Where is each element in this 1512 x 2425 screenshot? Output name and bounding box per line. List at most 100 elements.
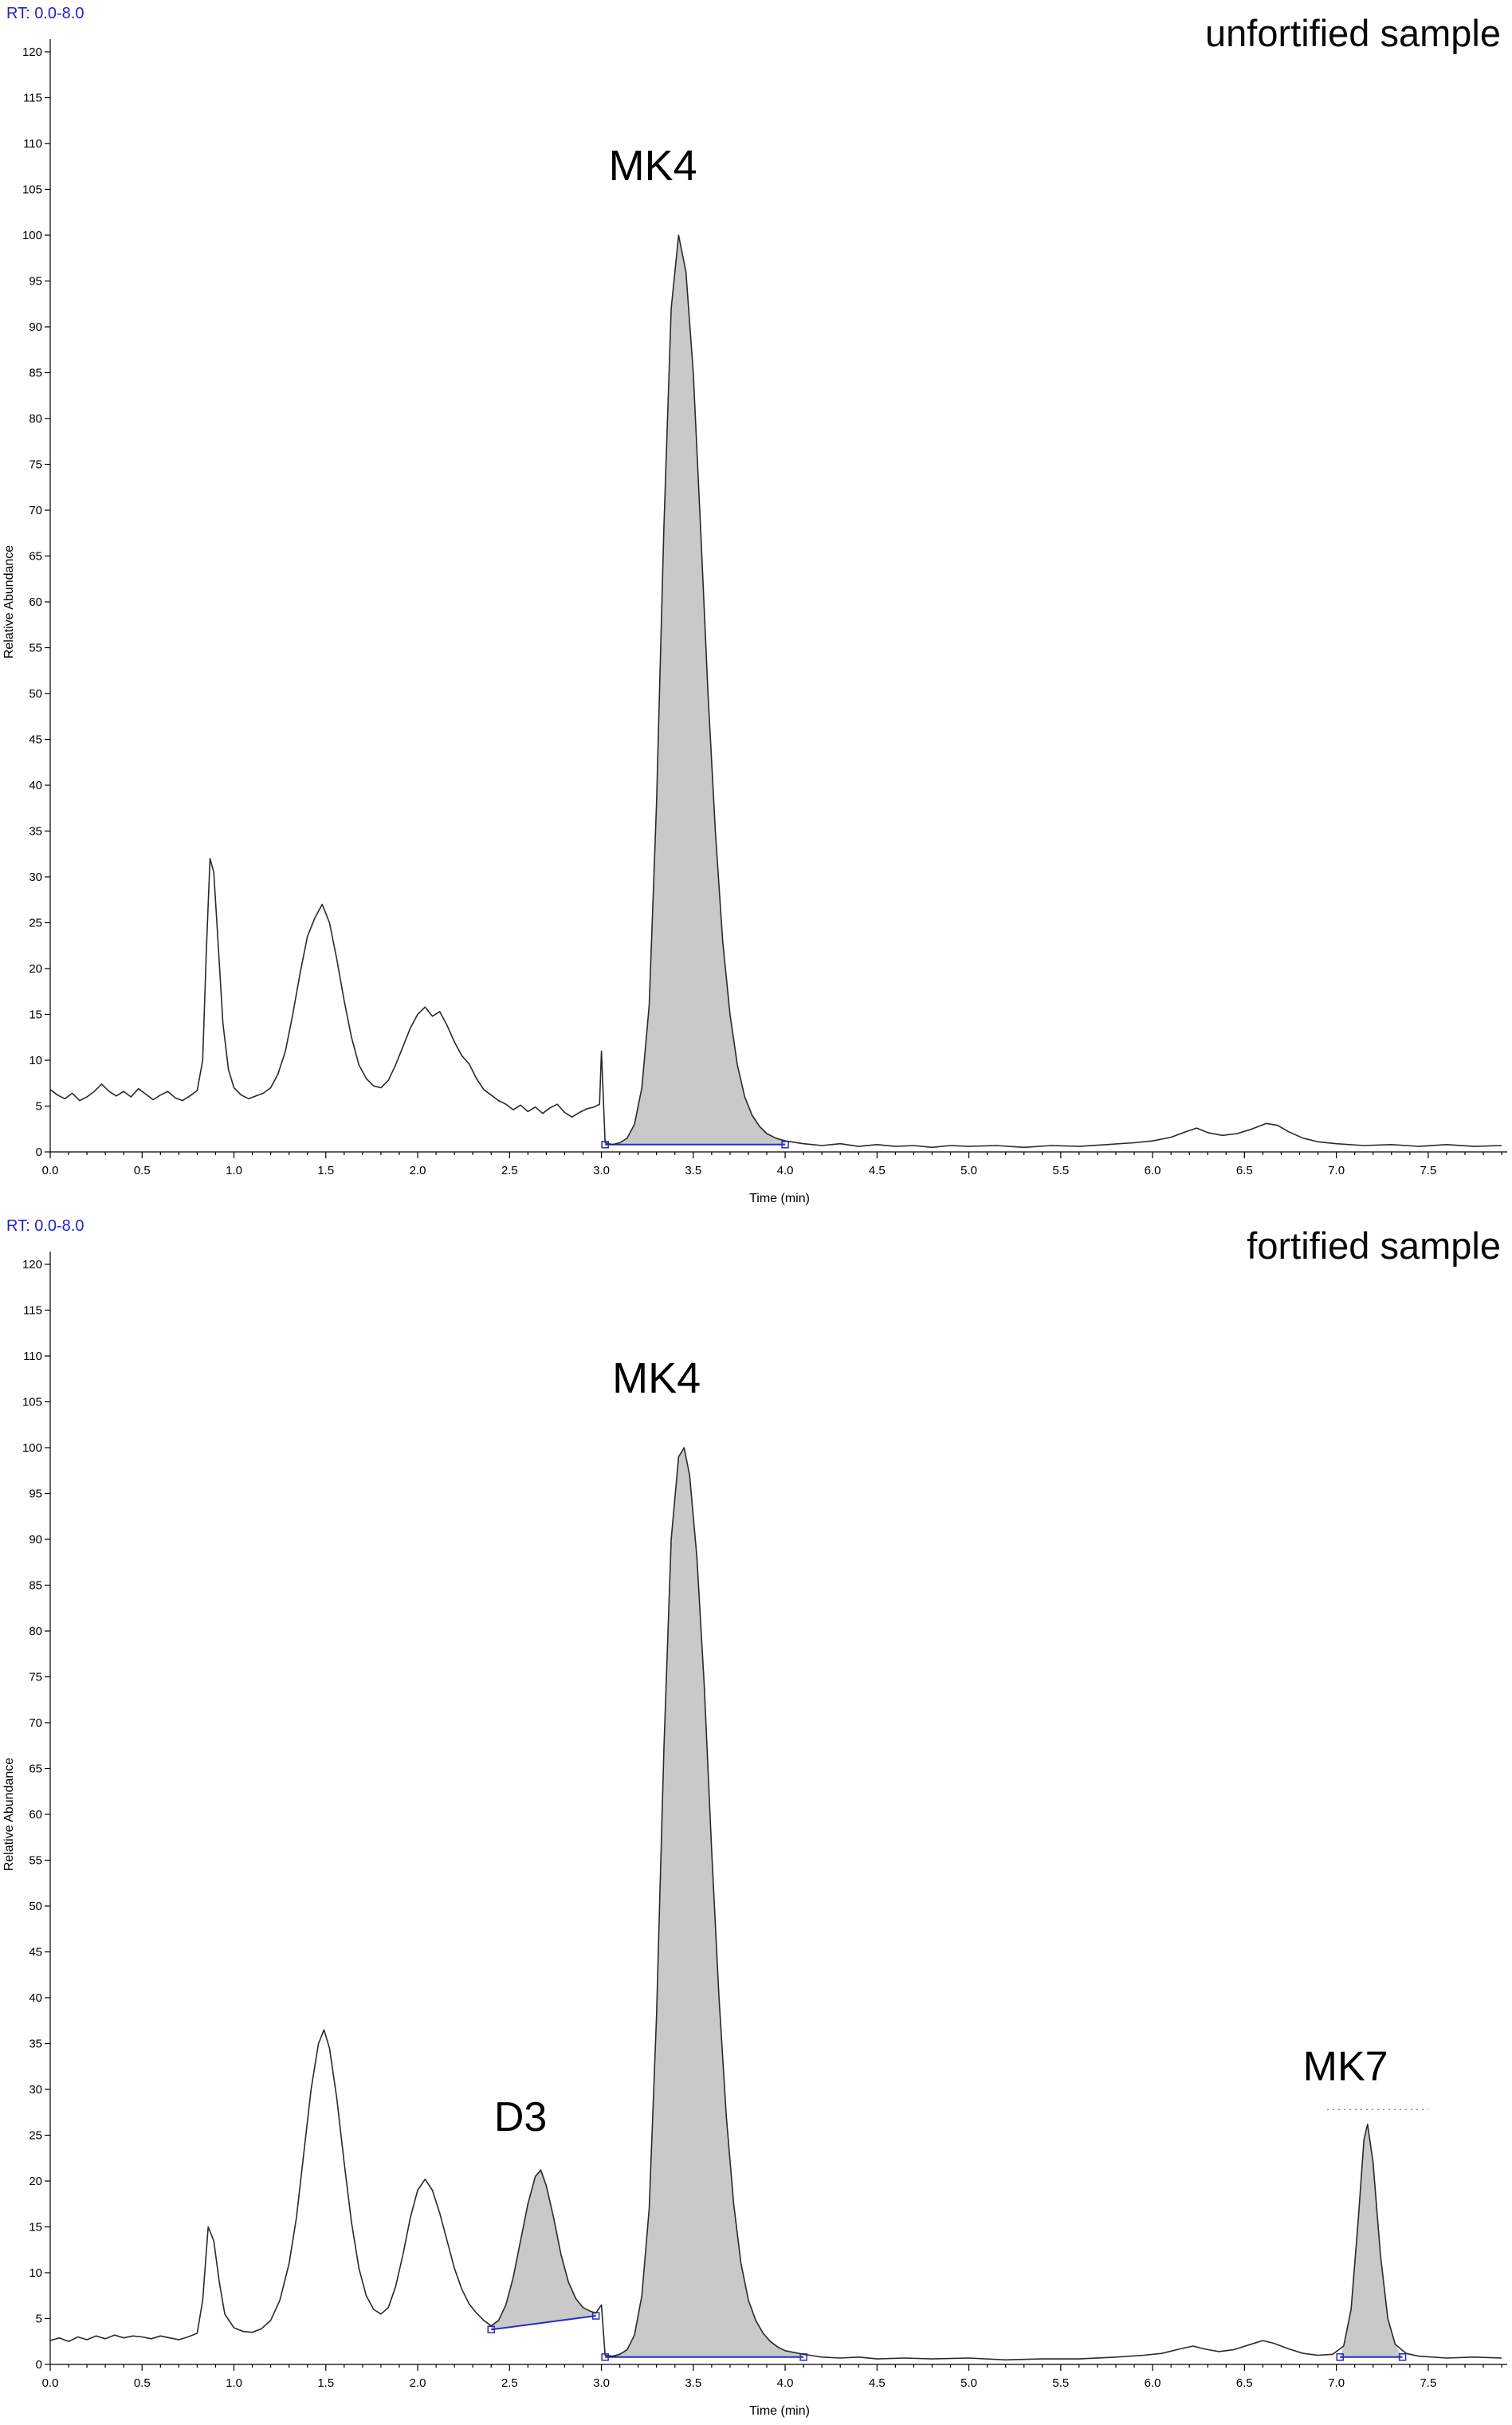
svg-text:95: 95 [29,1488,42,1501]
svg-text:85: 85 [29,1579,42,1593]
svg-text:105: 105 [22,183,42,197]
svg-text:25: 25 [29,917,42,930]
svg-text:2.5: 2.5 [501,1164,518,1177]
svg-text:120: 120 [22,45,42,59]
svg-text:0.5: 0.5 [134,1164,151,1177]
svg-text:1.5: 1.5 [317,2376,334,2390]
svg-text:55: 55 [29,642,42,655]
svg-text:0.5: 0.5 [134,2376,151,2390]
svg-text:25: 25 [29,2129,42,2143]
shaded-peaks [491,1448,1403,2357]
svg-text:20: 20 [29,2175,42,2188]
axes [49,39,1507,1153]
svg-text:65: 65 [29,550,42,564]
svg-text:4.0: 4.0 [777,2376,794,2390]
svg-text:5.5: 5.5 [1052,2376,1069,2390]
svg-text:110: 110 [23,1350,42,1363]
svg-text:115: 115 [23,1304,42,1318]
svg-text:30: 30 [29,871,42,884]
svg-text:7.0: 7.0 [1328,2376,1345,2390]
svg-text:10: 10 [29,1054,42,1067]
sample-title: unfortified sample [1205,12,1501,54]
svg-text:6.5: 6.5 [1236,2376,1253,2390]
svg-text:35: 35 [29,825,42,839]
integration-marker [1398,2353,1407,2361]
svg-text:75: 75 [29,1671,42,1684]
svg-text:40: 40 [29,779,42,792]
chromatogram-plot-unfortified: 0 5 10 15 20 25 30 35 40 45 50 55 60 65 70 75 80 85 90 95 10… [22,39,1507,1177]
x-axis-title: Time (min) [749,1192,810,1205]
svg-text:4.0: 4.0 [777,1164,794,1177]
tick-labels: 0 5 10 15 20 25 30 35 40 45 50 55 60 65 70 75 80 85 90 95 10… [22,45,1502,1177]
peak-label-MK4: MK4 [609,142,697,190]
peak-fill-MK4 [605,1448,804,2357]
panel-fortified: RT: 0.0-8.0 fortified sample Relative Ab… [0,1212,1512,2425]
peak-label-MK4: MK4 [612,1354,701,1402]
svg-text:50: 50 [29,1900,42,1913]
peak-annotations: MK4 [609,142,697,190]
svg-text:0.0: 0.0 [42,1164,59,1177]
svg-text:70: 70 [29,504,42,517]
svg-text:0: 0 [36,2358,42,2372]
svg-text:105: 105 [22,1396,42,1409]
peak-fill-MK4 [605,235,786,1145]
rt-range-label: RT: 0.0-8.0 [6,5,84,22]
rt-range-label: RT: 0.0-8.0 [6,1217,84,1235]
svg-text:70: 70 [29,1716,42,1730]
svg-text:110: 110 [23,137,42,151]
sample-title: fortified sample [1247,1224,1501,1267]
svg-text:65: 65 [29,1763,42,1776]
trace-line [49,234,1502,1149]
svg-text:0.0: 0.0 [42,2376,59,2390]
peak-label-MK7: MK7 [1303,2044,1388,2090]
svg-text:45: 45 [29,1946,42,1959]
svg-text:75: 75 [29,458,42,472]
svg-text:55: 55 [29,1854,42,1868]
svg-text:20: 20 [29,962,42,976]
svg-text:120: 120 [22,1258,42,1271]
svg-text:5: 5 [36,2313,42,2326]
y-axis-title: Relative Abundance [2,544,16,659]
svg-text:40: 40 [29,1991,42,2005]
svg-text:7.0: 7.0 [1328,1164,1345,1177]
svg-text:5.5: 5.5 [1052,1164,1069,1177]
peak-label-D3: D3 [494,2094,547,2140]
svg-text:6.0: 6.0 [1145,1164,1161,1177]
svg-text:15: 15 [29,1008,42,1022]
trace-line [49,1447,1502,2361]
svg-text:7.5: 7.5 [1420,2376,1436,2390]
integration-lines [487,2109,1428,2361]
svg-text:6.5: 6.5 [1236,1164,1253,1177]
y-axis-title: Relative Abundance [2,1757,16,1872]
svg-text:45: 45 [29,733,42,747]
chromatogram-plot-fortified: 0 5 10 15 20 25 30 35 40 45 50 55 60 65 70 75 80 85 90 95 10… [22,1252,1507,2390]
svg-text:60: 60 [29,1808,42,1822]
svg-text:35: 35 [29,2038,42,2051]
peak-fill-MK7 [1340,2124,1403,2357]
svg-text:15: 15 [29,2221,42,2234]
svg-text:1.0: 1.0 [226,2376,242,2390]
svg-text:2.0: 2.0 [410,1164,426,1177]
svg-text:3.5: 3.5 [685,1164,701,1177]
svg-text:0: 0 [36,1146,42,1159]
tick-labels: 0 5 10 15 20 25 30 35 40 45 50 55 60 65 70 75 80 85 90 95 10… [22,1258,1502,2390]
svg-text:95: 95 [29,275,42,289]
svg-text:50: 50 [29,687,42,701]
svg-text:2.0: 2.0 [410,2376,426,2390]
panel-unfortified: RT: 0.0-8.0 unfortified sample Relative … [0,0,1512,1212]
svg-text:4.5: 4.5 [869,1164,886,1177]
svg-text:3.5: 3.5 [685,2376,701,2390]
x-axis-title: Time (min) [749,2404,810,2418]
svg-text:90: 90 [29,320,42,334]
svg-text:3.0: 3.0 [593,2376,610,2390]
axes [49,1252,1507,2365]
svg-text:1.5: 1.5 [317,1164,334,1177]
integration-marker [1336,2353,1344,2361]
svg-text:60: 60 [29,595,42,609]
shaded-peaks [605,235,786,1145]
svg-text:30: 30 [29,2083,42,2097]
svg-text:3.0: 3.0 [593,1164,610,1177]
svg-text:90: 90 [29,1533,42,1547]
svg-text:100: 100 [22,1441,42,1455]
